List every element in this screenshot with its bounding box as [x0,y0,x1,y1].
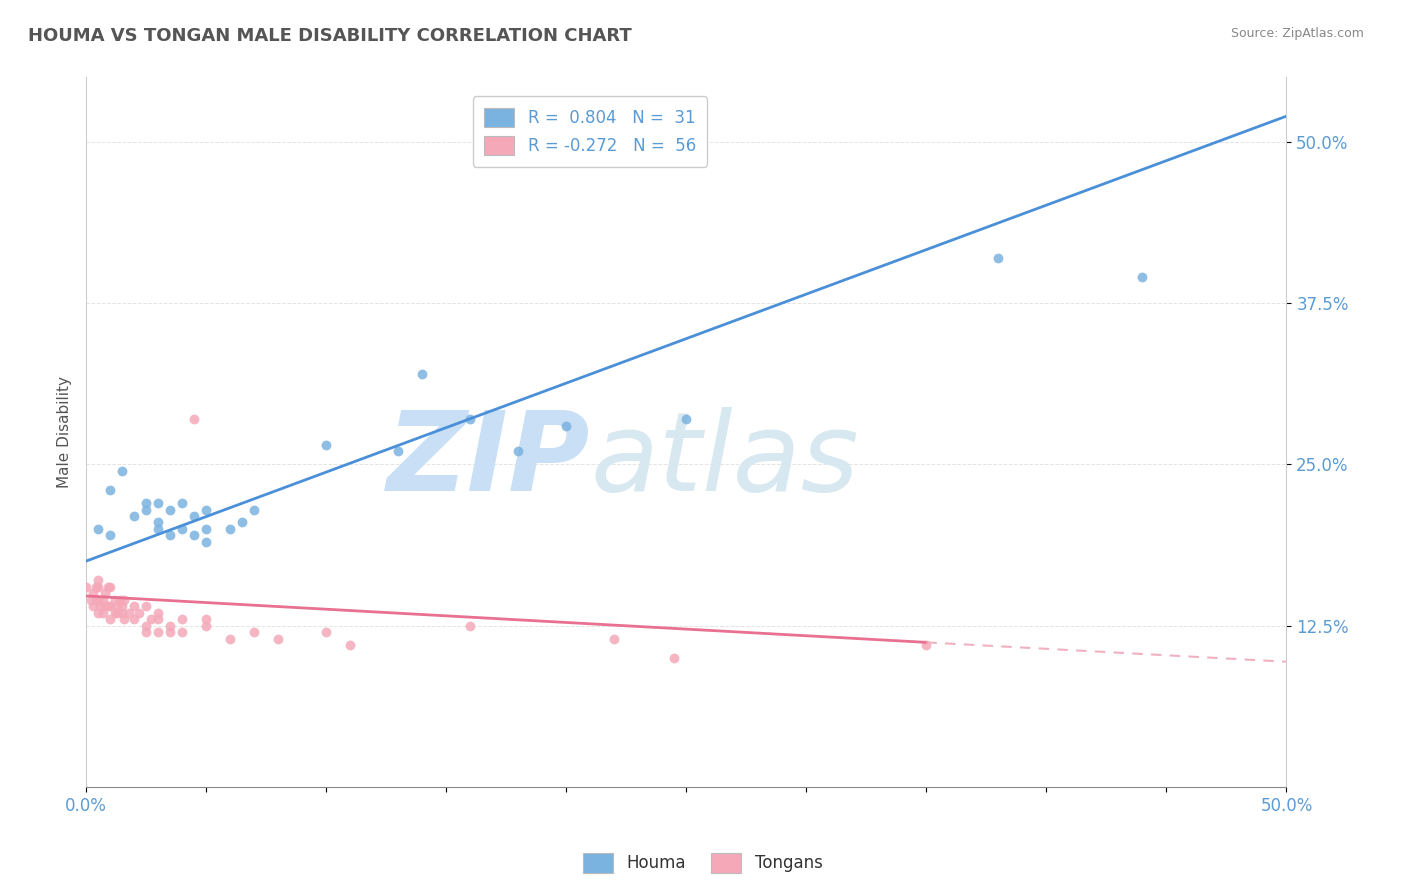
Point [195,618,218,632]
Point [98,580,121,594]
Point [183,508,205,523]
Point [87,522,110,536]
Text: HOUMA VS TONGAN MALE DISABILITY CORRELATION CHART: HOUMA VS TONGAN MALE DISABILITY CORRELAT… [28,27,631,45]
Point [231,516,253,530]
Point [1132,270,1154,285]
Point [84,580,107,594]
Point [172,612,194,626]
Legend: Houma, Tongans: Houma, Tongans [576,847,830,880]
Point [135,618,157,632]
Point [508,444,530,458]
Point [159,618,181,632]
Point [195,534,218,549]
Point [104,606,127,620]
Point [135,502,157,516]
Point [159,528,181,542]
Point [104,592,127,607]
Point [111,606,134,620]
Point [89,599,111,614]
Point [146,625,169,640]
Point [80,592,103,607]
Point [105,606,128,620]
Point [159,502,181,516]
Y-axis label: Male Disability: Male Disability [58,376,72,488]
Point [267,632,290,646]
Text: ZIP: ZIP [387,407,591,514]
Point [91,606,114,620]
Point [114,612,136,626]
Point [458,618,481,632]
Point [98,528,121,542]
Point [675,412,697,426]
Point [987,251,1010,265]
Point [219,632,242,646]
Point [458,412,481,426]
Point [172,625,194,640]
Point [122,599,145,614]
Point [87,580,110,594]
Legend: R =  0.804   N =  31, R = -0.272   N =  56: R = 0.804 N = 31, R = -0.272 N = 56 [472,96,707,167]
Point [315,438,337,452]
Point [195,502,218,516]
Point [98,612,121,626]
Point [243,502,266,516]
Point [243,625,266,640]
Point [146,606,169,620]
Point [664,651,686,665]
Point [195,612,218,626]
Point [94,599,117,614]
Point [339,638,361,652]
Point [105,599,128,614]
Point [172,496,194,510]
Point [84,592,107,607]
Point [146,496,169,510]
Point [111,599,134,614]
Point [98,599,121,614]
Point [135,496,157,510]
Point [87,592,110,607]
Point [122,508,145,523]
Point [82,586,104,600]
Point [183,412,205,426]
Point [98,483,121,498]
Point [172,522,194,536]
Point [108,592,131,607]
Point [195,522,218,536]
Point [603,632,626,646]
Point [128,606,150,620]
Point [122,612,145,626]
Point [82,599,104,614]
Point [915,638,938,652]
Point [555,418,578,433]
Point [97,599,120,614]
Point [135,625,157,640]
Point [139,612,162,626]
Point [135,599,157,614]
Point [118,606,141,620]
Point [411,367,433,381]
Point [219,522,242,536]
Point [97,580,120,594]
Text: Source: ZipAtlas.com: Source: ZipAtlas.com [1230,27,1364,40]
Point [387,444,409,458]
Point [146,522,169,536]
Point [146,516,169,530]
Point [146,612,169,626]
Point [114,592,136,607]
Point [87,606,110,620]
Point [159,625,181,640]
Point [315,625,337,640]
Point [91,592,114,607]
Point [111,464,134,478]
Point [87,574,110,588]
Point [183,528,205,542]
Text: atlas: atlas [591,407,859,514]
Point [94,586,117,600]
Point [75,580,97,594]
